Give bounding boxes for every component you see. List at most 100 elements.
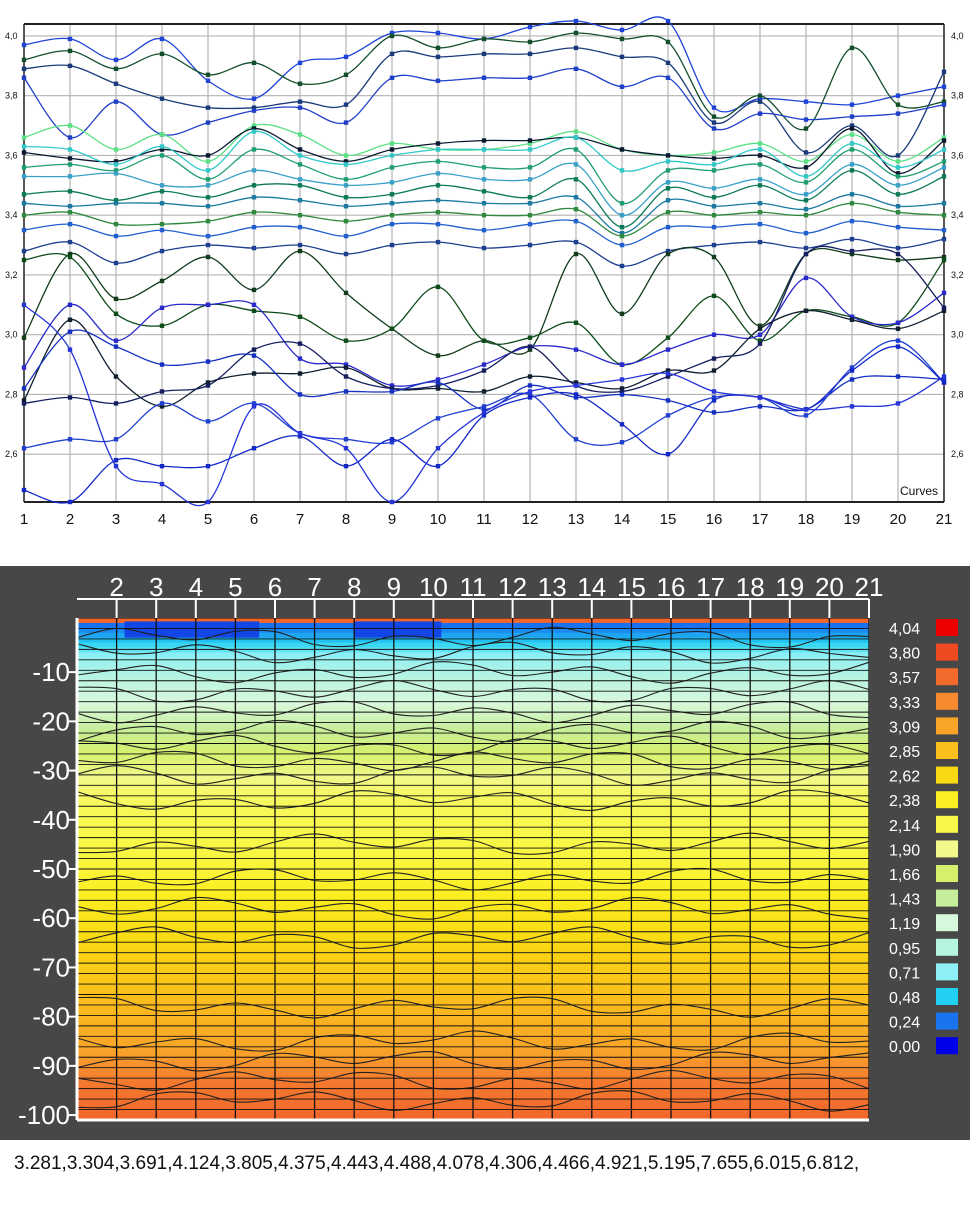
data-point bbox=[803, 150, 809, 155]
data-point bbox=[849, 236, 855, 242]
data-point bbox=[619, 54, 625, 60]
data-point bbox=[665, 371, 671, 376]
data-point bbox=[159, 36, 165, 42]
data-point bbox=[67, 174, 73, 179]
data-point bbox=[527, 392, 533, 397]
data-point bbox=[297, 105, 303, 110]
data-point bbox=[941, 69, 947, 74]
data-point bbox=[895, 111, 901, 116]
data-point bbox=[619, 84, 625, 89]
data-point bbox=[297, 177, 303, 182]
data-point bbox=[665, 198, 671, 203]
data-point bbox=[619, 386, 625, 391]
data-point bbox=[113, 457, 119, 463]
data-point bbox=[435, 239, 441, 245]
data-point bbox=[481, 51, 487, 57]
data-point bbox=[711, 114, 717, 119]
colorbar-swatch bbox=[936, 840, 958, 858]
data-point bbox=[619, 147, 625, 152]
data-point bbox=[803, 407, 809, 412]
data-point bbox=[573, 135, 579, 140]
x-tick-label: 13 bbox=[568, 511, 585, 528]
data-point bbox=[895, 204, 901, 209]
line-chart-grid bbox=[23, 23, 945, 503]
data-point bbox=[113, 198, 119, 203]
data-point bbox=[711, 105, 717, 110]
colorbar-label: 0,00 bbox=[889, 1039, 920, 1056]
data-point bbox=[113, 463, 119, 469]
x-tick-label: 3 bbox=[112, 511, 120, 528]
data-point bbox=[113, 296, 119, 302]
data-point bbox=[251, 168, 257, 173]
data-point bbox=[389, 386, 395, 391]
data-point bbox=[711, 204, 717, 209]
data-point bbox=[757, 323, 763, 328]
data-point bbox=[67, 317, 73, 322]
data-point bbox=[665, 75, 671, 80]
series-s17 bbox=[21, 275, 947, 388]
data-point bbox=[895, 401, 901, 406]
data-point bbox=[895, 165, 901, 170]
data-point bbox=[481, 201, 487, 206]
data-point bbox=[573, 18, 579, 24]
colorbar-swatch bbox=[936, 914, 958, 932]
y-tick-label-left: 4,0 bbox=[5, 31, 18, 41]
x-tick-label: 5 bbox=[228, 572, 242, 602]
data-point bbox=[665, 413, 671, 418]
y-tick-label-left: 3,6 bbox=[5, 150, 18, 160]
data-point bbox=[803, 207, 809, 212]
data-point bbox=[67, 302, 73, 308]
y-tick-label: -40 bbox=[32, 805, 70, 835]
colorbar-label: 3,57 bbox=[889, 670, 920, 687]
x-tick-label: 7 bbox=[307, 572, 321, 602]
data-point bbox=[251, 210, 257, 215]
data-point bbox=[67, 189, 73, 194]
data-point bbox=[205, 72, 211, 77]
data-point bbox=[573, 129, 579, 134]
data-point bbox=[849, 168, 855, 173]
data-point bbox=[573, 251, 579, 257]
data-point bbox=[527, 335, 533, 340]
data-point bbox=[21, 192, 27, 197]
data-point bbox=[665, 335, 671, 340]
data-point bbox=[251, 353, 257, 358]
data-point bbox=[343, 195, 349, 200]
data-point bbox=[389, 499, 395, 505]
colorbar-label: 1,43 bbox=[889, 892, 920, 909]
data-point bbox=[435, 380, 441, 385]
data-point bbox=[619, 242, 625, 248]
x-tick-label: 15 bbox=[617, 572, 646, 602]
data-point bbox=[619, 36, 625, 42]
data-point bbox=[941, 84, 947, 89]
data-point bbox=[21, 365, 27, 370]
data-point bbox=[159, 189, 165, 194]
data-point bbox=[297, 224, 303, 230]
contour-ticks: 2 3 4 5 6 7 8 9 10 11 12 13 14 15 16 17 18 19 20 21 -10 -20 -3… bbox=[18, 572, 884, 1130]
data-point bbox=[849, 141, 855, 146]
data-point bbox=[251, 183, 257, 188]
data-point bbox=[711, 168, 717, 173]
data-point bbox=[665, 224, 671, 230]
data-point bbox=[21, 135, 27, 140]
data-point bbox=[21, 401, 27, 406]
data-point bbox=[573, 320, 579, 325]
y-tick-label: -50 bbox=[32, 854, 70, 884]
data-point bbox=[343, 54, 349, 60]
data-point bbox=[389, 165, 395, 170]
data-point bbox=[205, 177, 211, 182]
data-point bbox=[21, 144, 27, 149]
colorbar-label: 4,04 bbox=[889, 621, 920, 638]
data-point bbox=[159, 362, 165, 367]
data-point bbox=[619, 377, 625, 382]
data-point bbox=[895, 174, 901, 179]
data-point bbox=[803, 275, 809, 281]
data-point bbox=[435, 198, 441, 203]
series-s7 bbox=[21, 129, 947, 179]
data-point bbox=[297, 392, 303, 397]
data-point bbox=[67, 135, 73, 140]
data-point bbox=[343, 72, 349, 77]
data-values-text: 3.281,3.304,3.691,4.124,3.805,4.375,4.44… bbox=[14, 1153, 860, 1174]
data-point bbox=[297, 81, 303, 86]
data-point bbox=[67, 210, 73, 215]
data-point bbox=[435, 141, 441, 146]
